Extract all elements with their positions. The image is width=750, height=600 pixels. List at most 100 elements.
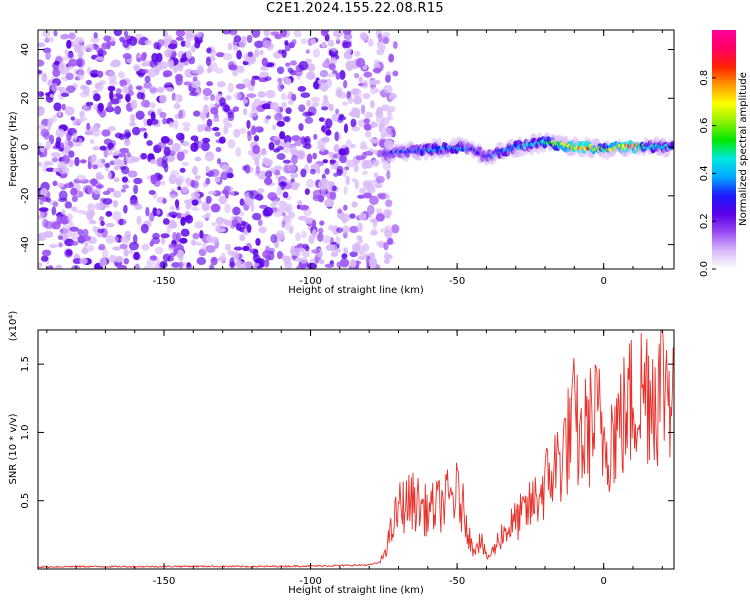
spectrogram-cell bbox=[291, 39, 297, 45]
spectrogram-cell bbox=[58, 197, 68, 203]
y-tick-label: -40 bbox=[20, 236, 31, 252]
spectrogram-cell bbox=[233, 35, 242, 43]
spectrogram-cell bbox=[163, 146, 171, 157]
spectrogram-cell bbox=[335, 108, 340, 115]
spectrogram-cell bbox=[244, 164, 251, 174]
spectrogram-cell bbox=[92, 127, 101, 137]
spectrogram-cell bbox=[183, 199, 192, 204]
spectrogram-cell bbox=[206, 234, 213, 244]
spectrogram-cell bbox=[88, 209, 96, 217]
spectrogram-cell bbox=[349, 251, 358, 258]
spectrogram-cell bbox=[59, 61, 66, 69]
spectrogram-cell bbox=[375, 213, 385, 222]
spectrogram-cell bbox=[140, 223, 149, 234]
spectrogram-cell bbox=[333, 145, 339, 152]
spectrogram-cell bbox=[259, 66, 269, 71]
spectrogram-cell bbox=[69, 226, 80, 232]
spectrogram-cell bbox=[82, 228, 89, 237]
spectrogram-cell bbox=[212, 117, 220, 123]
y-tick-label: 0.5 bbox=[20, 493, 31, 509]
spectrogram-cell bbox=[363, 71, 373, 78]
spectrogram-cell bbox=[173, 119, 179, 130]
spectrogram-cell bbox=[38, 59, 45, 67]
spectrogram-cell bbox=[305, 58, 313, 64]
spectrogram-cell bbox=[341, 225, 350, 234]
spectrogram-cell bbox=[133, 251, 140, 261]
spectrogram-cell bbox=[179, 237, 188, 244]
spectrogram-cell bbox=[132, 234, 138, 244]
spectrogram-cell bbox=[165, 87, 174, 92]
spectrogram-cell bbox=[65, 85, 76, 94]
spectrogram-cell bbox=[239, 127, 247, 134]
spectrogram-cell bbox=[324, 263, 335, 268]
spectrogram-cell bbox=[204, 151, 215, 162]
spectrogram-cell bbox=[150, 111, 156, 122]
spectrogram-cell bbox=[104, 162, 111, 168]
spectrogram-cell bbox=[378, 193, 387, 200]
spectrogram-cell bbox=[72, 132, 78, 141]
spectrogram-cell bbox=[339, 154, 347, 164]
spectrogram-cell bbox=[209, 168, 220, 178]
spectrogram-cell bbox=[381, 104, 390, 112]
spectrogram-cell bbox=[272, 124, 277, 131]
spectrogram-cell bbox=[92, 164, 99, 170]
spectrogram-cell bbox=[353, 163, 359, 173]
spectrogram-cell bbox=[383, 258, 391, 264]
spectrogram-cell bbox=[76, 209, 85, 214]
spectrogram-cell bbox=[122, 52, 132, 60]
spectrogram-cell bbox=[311, 219, 317, 229]
spectrogram-cell bbox=[90, 73, 98, 78]
spectrogram-cell bbox=[66, 39, 72, 49]
spectrogram-cell bbox=[255, 238, 261, 246]
snr-x-ticks: -150 -100 -50 0 bbox=[46, 330, 663, 587]
spectrogram-cell bbox=[257, 170, 267, 180]
spectrogram-cell bbox=[106, 40, 111, 50]
spectrogram-cell bbox=[130, 113, 136, 124]
spectrogram-cell bbox=[302, 142, 307, 149]
spectrogram-cell bbox=[85, 79, 92, 86]
spectrogram-cell bbox=[259, 49, 264, 56]
spectrogram-cell bbox=[261, 57, 268, 67]
spectrogram-cell bbox=[97, 49, 107, 57]
spectrogram-cell bbox=[235, 83, 246, 90]
spectrogram-x-label: Height of straight line (km) bbox=[288, 285, 424, 296]
spectrogram-cell bbox=[191, 199, 199, 206]
spectrogram-cell bbox=[257, 188, 265, 194]
spectrogram-cell bbox=[358, 77, 363, 83]
spectrogram-cell bbox=[343, 123, 349, 134]
spectrogram-cell bbox=[60, 33, 69, 40]
spectrogram-cell bbox=[178, 110, 184, 119]
spectrogram-cell bbox=[156, 209, 161, 216]
spectrogram-cell bbox=[281, 211, 286, 217]
spectrogram-cell bbox=[133, 177, 143, 185]
spectrogram-cell bbox=[153, 65, 159, 73]
spectrogram-cell bbox=[227, 250, 235, 256]
spectrogram-cell bbox=[223, 124, 229, 135]
spectrogram-cell bbox=[262, 40, 272, 48]
spectrogram-cell bbox=[40, 187, 48, 197]
snr-panel: -150 -100 -50 0 0.5 1.0 1.5 Height of straigh… bbox=[8, 311, 675, 596]
spectrogram-cell bbox=[96, 70, 104, 78]
spectrogram-cell bbox=[66, 213, 73, 222]
spectrogram-cell bbox=[190, 191, 201, 199]
spectrogram-cell bbox=[361, 170, 369, 176]
spectrogram-cell bbox=[362, 243, 370, 252]
spectrogram-cell bbox=[191, 180, 199, 189]
spectrogram-cell bbox=[310, 38, 317, 45]
spectrogram-cell bbox=[206, 47, 212, 54]
spectrogram-cell bbox=[184, 39, 191, 49]
spectrogram-cell bbox=[194, 156, 202, 162]
spectrogram-cell bbox=[223, 117, 230, 126]
spectrogram-cell bbox=[164, 49, 172, 58]
spectrogram-cell bbox=[175, 132, 185, 141]
spectrogram-cell bbox=[82, 184, 93, 194]
spectrogram-cell bbox=[332, 30, 343, 38]
spectrogram-cell bbox=[101, 129, 111, 137]
spectrogram-cell bbox=[121, 176, 128, 183]
spectrogram-cell bbox=[175, 175, 185, 184]
spectrogram-cell bbox=[197, 124, 204, 133]
spectrogram-cell bbox=[298, 123, 304, 131]
spectrogram-cell bbox=[312, 48, 321, 59]
spectrogram-cell bbox=[224, 243, 231, 251]
spectrogram-cell bbox=[284, 224, 295, 231]
